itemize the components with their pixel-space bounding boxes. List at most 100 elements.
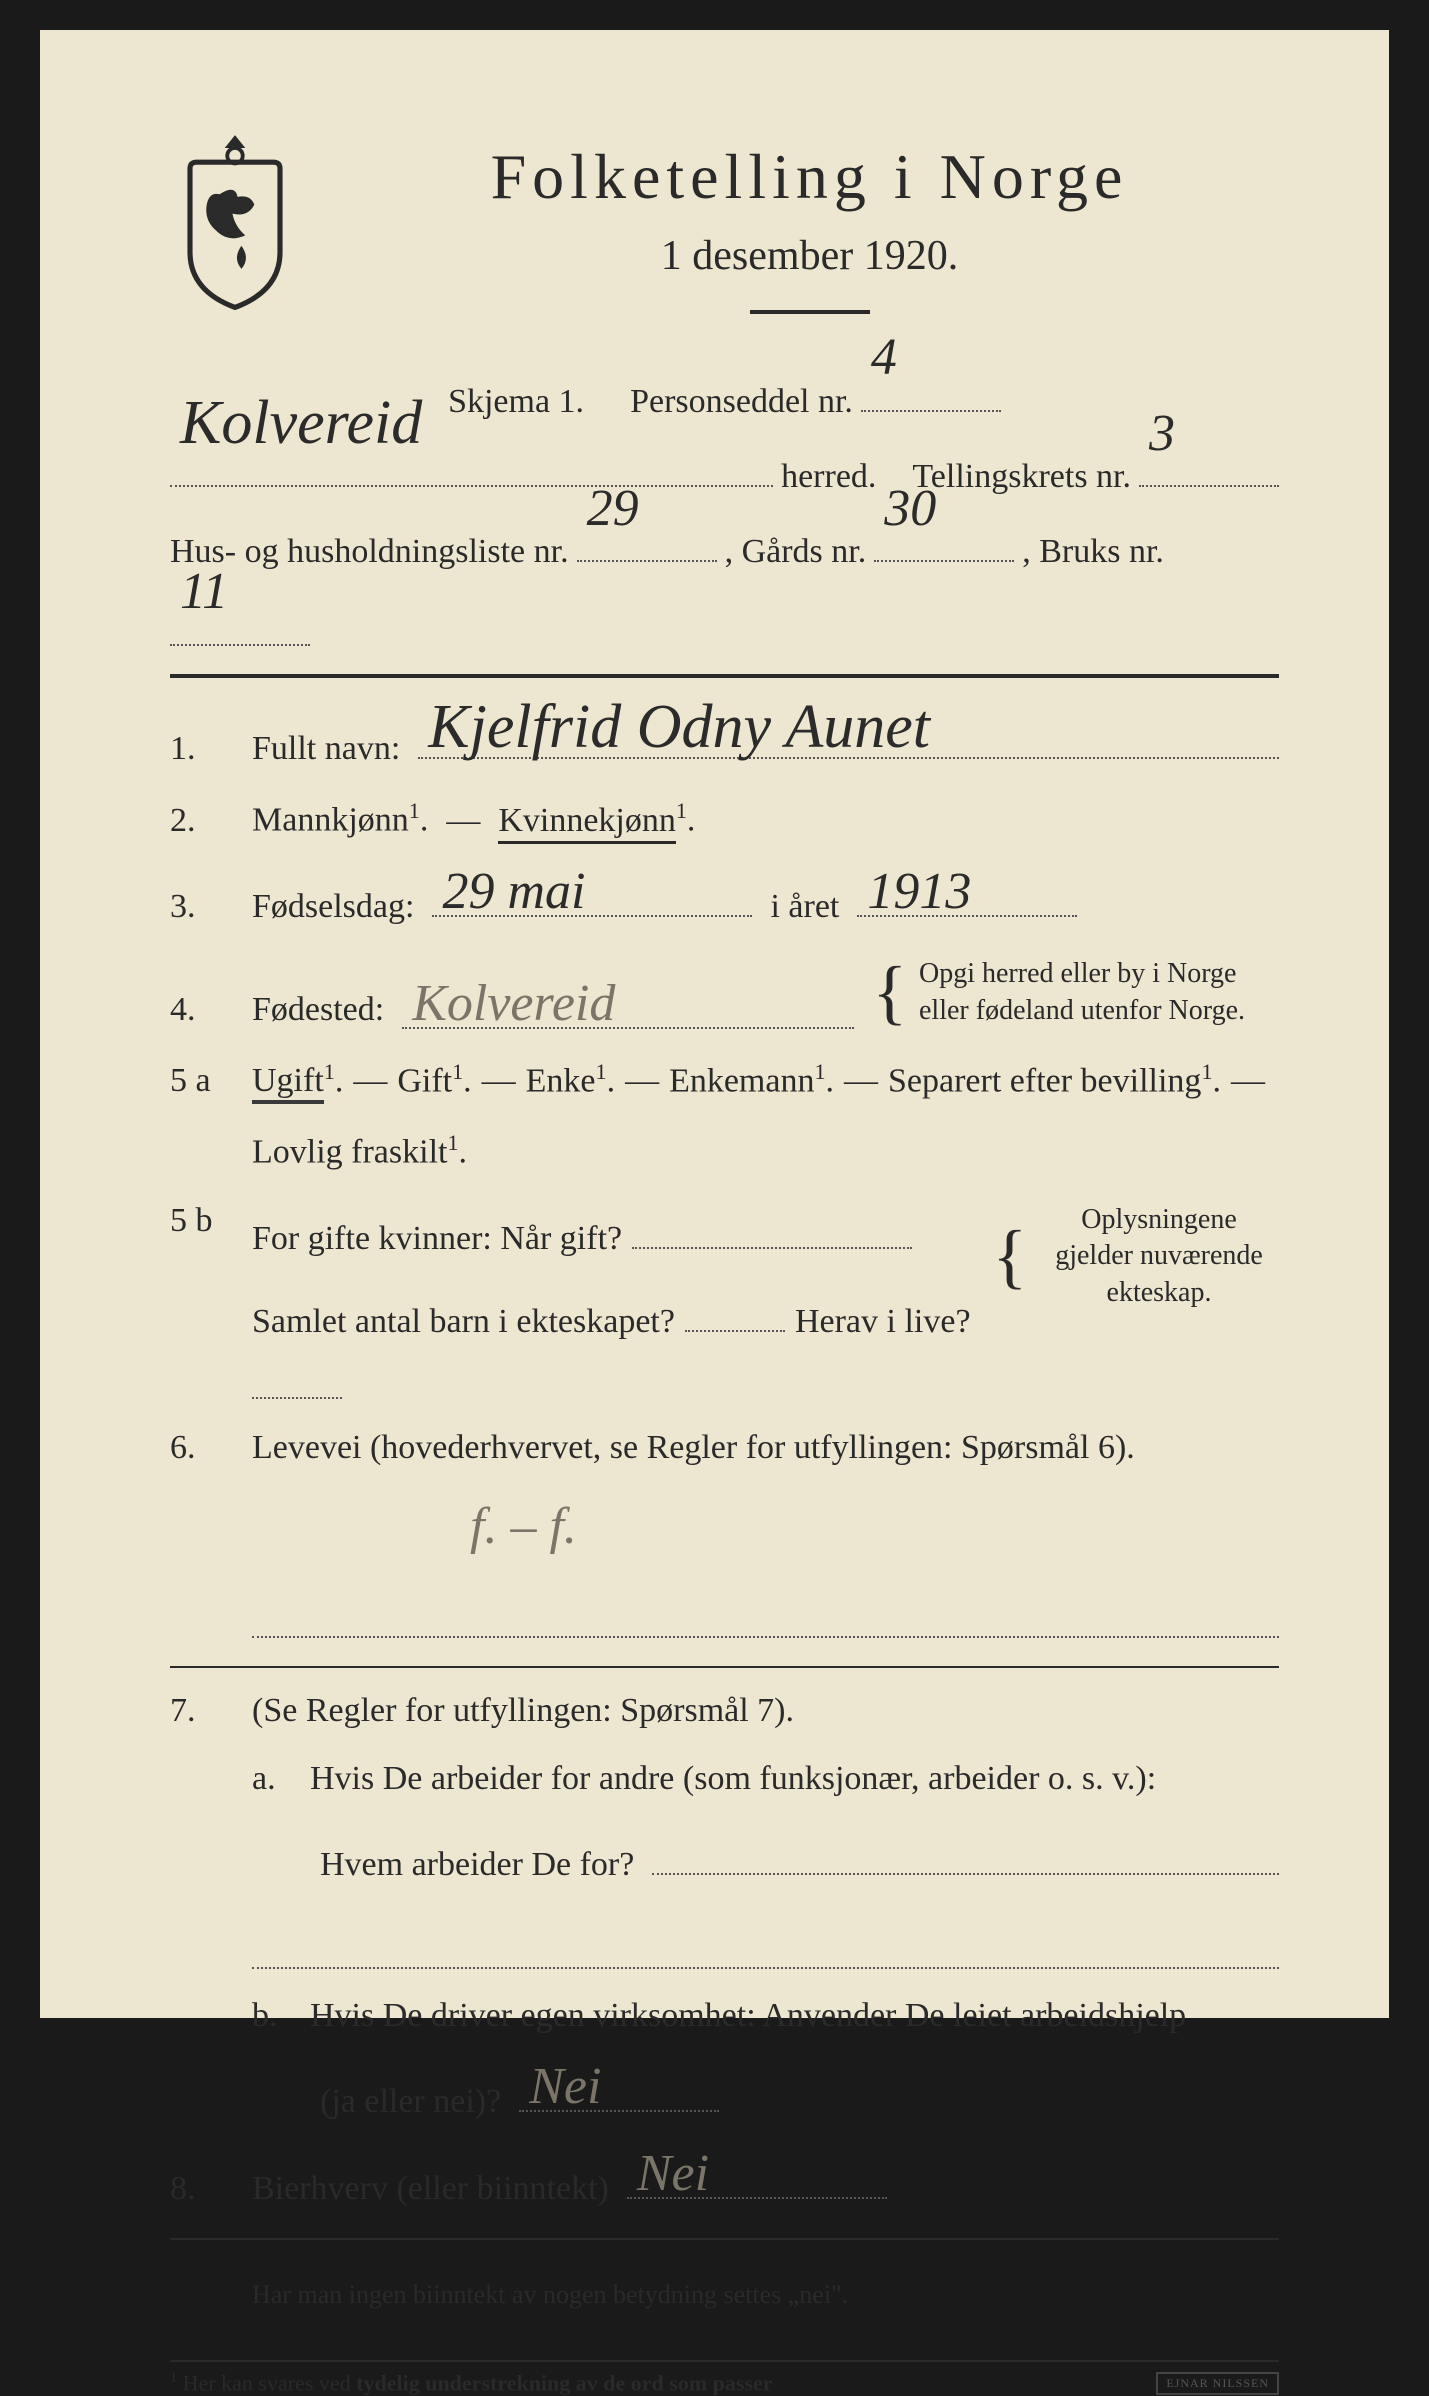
q1-value: Kjelfrid Odny Aunet: [428, 692, 930, 763]
footnote-num: 1: [170, 2370, 177, 2386]
q1-num: 1.: [170, 730, 234, 768]
q2-num: 2.: [170, 802, 234, 840]
q7b-row-2: (ja eller nei)? Nei: [320, 2065, 1279, 2122]
bruks-label: , Bruks nr.: [1022, 515, 1164, 590]
q4-label: Fødested:: [252, 991, 384, 1029]
q3-num: 3.: [170, 888, 234, 926]
q7a-field: [652, 1828, 1279, 1876]
q2-row: 2. Mannkjønn1. — Kvinnekjønn1.: [170, 798, 1279, 839]
q5a-ugift: Ugift1.: [252, 1059, 343, 1100]
q3-row: 3. Fødselsdag: 29 mai i året 1913: [170, 870, 1279, 927]
q6-value-row: f. – f.: [470, 1497, 1279, 1556]
footnote-text-block: 1 Her kan svares ved tydelig understrekn…: [170, 2370, 773, 2396]
q5b-row: 5 b For gifte kvinner: Når gift? Samlet …: [170, 1202, 1279, 1399]
q7a-l2: Hvem arbeider De for?: [320, 1846, 634, 1884]
q7-label: (Se Regler for utfyllingen: Spørsmål 7).: [252, 1692, 794, 1730]
q5a-row-2: Lovlig fraskilt1.: [252, 1130, 1279, 1171]
gards-value: 30: [884, 452, 936, 566]
tellingskrets-value: 3: [1149, 377, 1175, 491]
q7b-l1: Hvis De driver egen virksomhet: Anvender…: [310, 1997, 1186, 2035]
gards-field: 30: [874, 515, 1014, 563]
q7a-l1: Hvis De arbeider for andre (som funksjon…: [310, 1760, 1156, 1798]
q3-label: Fødselsdag:: [252, 888, 414, 926]
q7a-dotted-line: [252, 1914, 1279, 1968]
q7b-field: Nei: [519, 2065, 719, 2113]
q2-mann: Mannkjønn1.: [252, 798, 428, 839]
divider-main: [170, 674, 1279, 678]
q6-label: Levevei (hovederhvervet, se Regler for u…: [252, 1429, 1135, 1467]
q3-year-field: 1913: [857, 870, 1077, 918]
q5b-gift-field: [632, 1202, 912, 1250]
q7-num: 7.: [170, 1692, 234, 1730]
q4-num: 4.: [170, 991, 234, 1029]
header: Folketelling i Norge 1 desember 1920.: [170, 130, 1279, 314]
q2-dash: —: [446, 802, 480, 840]
q4-field: Kolvereid: [402, 981, 854, 1029]
footnote-row: 1 Her kan svares ved tydelig understrekn…: [170, 2360, 1279, 2396]
q7b-row: b. Hvis De driver egen virksomhet: Anven…: [252, 1997, 1279, 2035]
q4-row: 4. Fødested: Kolvereid { Opgi herred ell…: [170, 956, 1279, 1029]
q8-value: Nei: [637, 2144, 709, 2203]
husliste-label: Hus- og husholdningsliste nr.: [170, 515, 569, 590]
title-block: Folketelling i Norge 1 desember 1920.: [340, 130, 1279, 314]
q7b-l2: (ja eller nei)?: [320, 2083, 501, 2121]
personseddel-nr-field: 4: [861, 364, 1001, 412]
q3-day-field: 29 mai: [432, 870, 752, 918]
q5b-note: Oplysningene gjelder nuværende ekteskap.: [1039, 1202, 1279, 1311]
skjema-label: Skjema 1.: [448, 365, 584, 440]
q5b-body: For gifte kvinner: Når gift? Samlet anta…: [252, 1202, 974, 1399]
personseddel-nr-value: 4: [871, 301, 897, 415]
title-rule: [750, 310, 870, 314]
q5b-live-field: [252, 1351, 342, 1399]
husliste-field: 29: [577, 515, 717, 563]
q8-label: Bierhverv (eller biinntekt): [252, 2170, 609, 2208]
q5a-separert: Separert efter bevilling1.: [888, 1059, 1221, 1100]
q5b-line1: For gifte kvinner: Når gift?: [252, 1202, 974, 1259]
q5a-row: 5 a Ugift1. — Gift1. — Enke1. — Enkemann…: [170, 1059, 1279, 1100]
q5a-gift: Gift1.: [397, 1059, 471, 1100]
q8-num: 8.: [170, 2170, 234, 2208]
meta-line-3: Hus- og husholdningsliste nr. 29 , Gårds…: [170, 515, 1279, 646]
q6-num: 6.: [170, 1429, 234, 1467]
q6-dotted-line: [252, 1584, 1279, 1638]
q7a-row: a. Hvis De arbeider for andre (som funks…: [252, 1760, 1279, 1798]
gards-label: , Gårds nr.: [725, 515, 867, 590]
q7b-num: b.: [252, 1997, 292, 2035]
tellingskrets-field: 3: [1139, 439, 1279, 487]
q3-year-value: 1913: [867, 862, 971, 921]
q8-field: Nei: [627, 2151, 887, 2199]
q4-note-block: { Opgi herred eller by i Norge eller fød…: [872, 956, 1279, 1029]
meta-line-2: Kolvereid herred. Tellingskrets nr. 3: [170, 439, 1279, 514]
q5a-fraskilt: Lovlig fraskilt1.: [252, 1130, 467, 1171]
q5a-enke: Enke1.: [526, 1059, 615, 1100]
herred-field: Kolvereid: [170, 439, 773, 487]
brace-icon: {: [872, 960, 907, 1025]
divider-thin: [170, 1666, 1279, 1668]
tellingskrets-label: Tellingskrets nr.: [912, 440, 1131, 515]
printer-stamp: EJNAR NILSSEN: [1156, 2372, 1279, 2395]
q5b-note-block: { Oplysningene gjelder nuværende ekteska…: [992, 1202, 1279, 1311]
q7a-row-2: Hvem arbeider De for?: [320, 1828, 1279, 1885]
bruks-value: 11: [180, 535, 228, 649]
q5a-body: Ugift1. — Gift1. — Enke1. — Enkemann1. —…: [252, 1059, 1279, 1100]
q7b-value: Nei: [529, 2057, 601, 2116]
husliste-value: 29: [587, 452, 639, 566]
title-main: Folketelling i Norge: [340, 140, 1279, 214]
footnote-text: Her kan svares ved tydelig understreknin…: [183, 2370, 773, 2395]
q5a-num: 5 a: [170, 1062, 234, 1100]
question-list: 1. Fullt navn: Kjelfrid Odny Aunet 2. Ma…: [170, 712, 1279, 2396]
title-subtitle: 1 desember 1920.: [340, 232, 1279, 280]
q7-row: 7. (Se Regler for utfyllingen: Spørsmål …: [170, 1692, 1279, 1730]
coat-of-arms-icon: [170, 130, 300, 310]
q5a-enkemann: Enkemann1.: [669, 1059, 834, 1100]
q8-row: 8. Bierhverv (eller biinntekt) Nei: [170, 2151, 1279, 2208]
q3-year-label: i året: [770, 888, 839, 926]
census-form-page: Folketelling i Norge 1 desember 1920. Sk…: [40, 30, 1389, 2018]
q5b-num: 5 b: [170, 1202, 234, 1240]
q2-kvinne: Kvinnekjønn1.: [498, 798, 695, 839]
q4-value: Kolvereid: [412, 974, 615, 1033]
q1-row: 1. Fullt navn: Kjelfrid Odny Aunet: [170, 712, 1279, 769]
q5b-barn-field: [685, 1284, 785, 1332]
herred-label: herred.: [781, 440, 876, 515]
q6-row: 6. Levevei (hovederhvervet, se Regler fo…: [170, 1429, 1279, 1467]
